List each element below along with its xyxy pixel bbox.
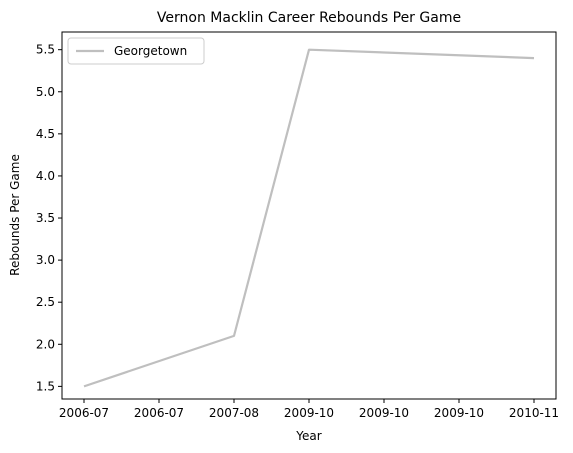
- y-tick-label: 5.0: [36, 85, 55, 99]
- y-tick-label: 5.5: [36, 43, 55, 57]
- y-tick-label: 1.5: [36, 379, 55, 393]
- x-tick-label: 2009-10: [284, 406, 334, 420]
- x-tick-label: 2006-07: [59, 406, 109, 420]
- x-tick-label: 2006-07: [134, 406, 184, 420]
- y-tick-label: 3.5: [36, 211, 55, 225]
- x-tick-label: 2007-08: [209, 406, 259, 420]
- y-tick-label: 2.5: [36, 295, 55, 309]
- y-tick-label: 3.0: [36, 253, 55, 267]
- legend: Georgetown: [67, 37, 205, 65]
- x-tick-label: 2009-10: [434, 406, 484, 420]
- x-axis-title: Year: [295, 429, 321, 443]
- axes-frame: [61, 31, 557, 400]
- x-tick-label: 2009-10: [359, 406, 409, 420]
- series-line-georgetown: [83, 48, 535, 388]
- y-tick-label: 4.5: [36, 127, 55, 141]
- chart-title: Vernon Macklin Career Rebounds Per Game: [157, 10, 461, 26]
- legend-box: [67, 37, 205, 65]
- y-axis-title: Rebounds Per Game: [8, 154, 22, 276]
- y-tick-label: 2.0: [36, 337, 55, 351]
- legend-label: Georgetown: [114, 44, 187, 58]
- plot-area: 2006-07 2006-07 2007-08 2009-10 2009-10 2009-…: [36, 31, 559, 420]
- y-tick-label: 4.0: [36, 169, 55, 183]
- x-tick-label: 2010-11: [509, 406, 559, 420]
